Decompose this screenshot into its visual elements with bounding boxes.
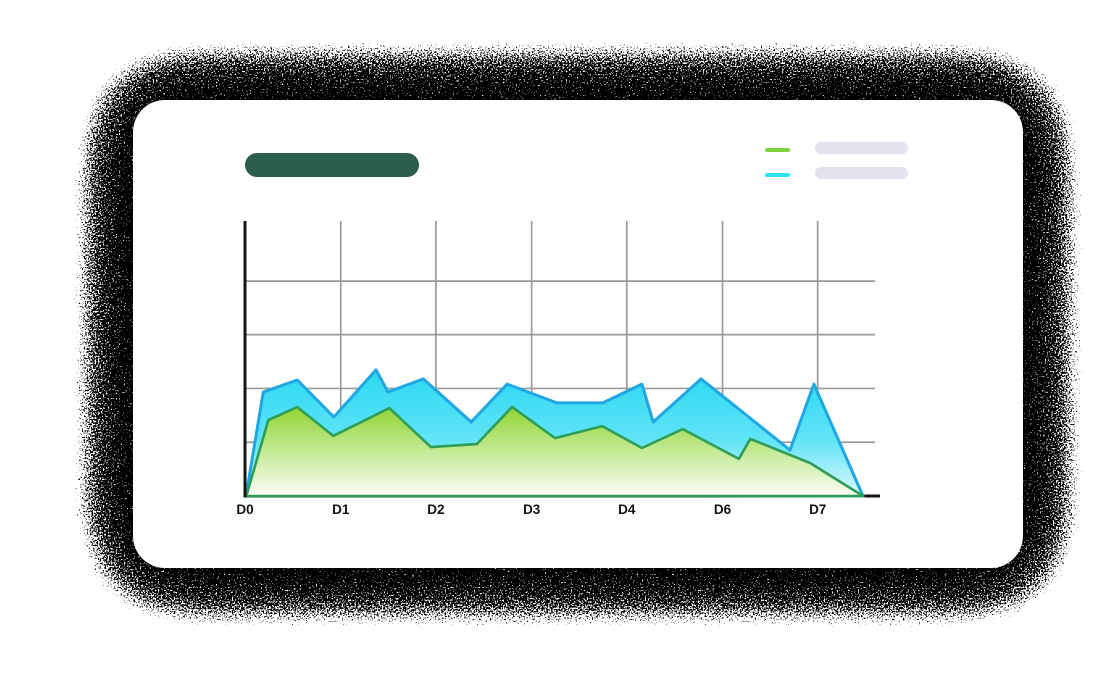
x-axis-label: D1 — [332, 502, 350, 517]
legend-item — [765, 165, 915, 190]
x-axis-label: D6 — [714, 502, 732, 517]
title-placeholder-bar — [245, 153, 419, 177]
green-line-swatch-icon — [765, 148, 790, 152]
chart-legend — [765, 140, 915, 190]
green-series-area — [245, 405, 865, 498]
chart-card: D0 D1 D2 D3 D4 D6 D7 — [133, 100, 1023, 568]
x-axis-label: D4 — [618, 502, 636, 517]
legend-item — [765, 140, 915, 165]
x-axis-label: D2 — [427, 502, 444, 517]
area-chart: D0 D1 D2 D3 D4 D6 D7 — [236, 221, 880, 517]
cyan-line-swatch-icon — [765, 173, 790, 177]
x-axis-label: D3 — [523, 502, 541, 517]
legend-label-placeholder — [815, 142, 908, 154]
x-axis-label: D7 — [809, 502, 826, 517]
x-axis-label: D0 — [236, 502, 253, 517]
legend-label-placeholder — [815, 167, 908, 179]
